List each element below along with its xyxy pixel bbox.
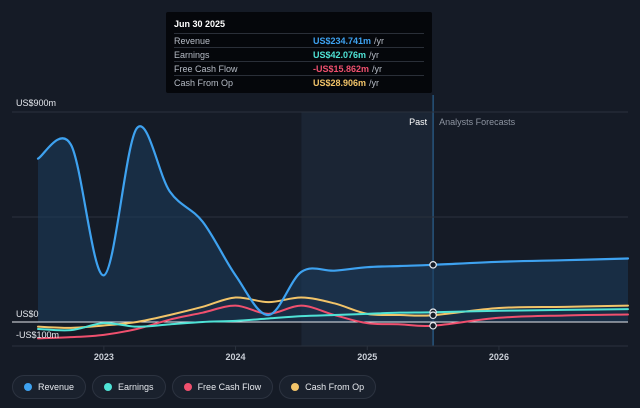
legend-dot-icon: [104, 383, 113, 391]
series-line-revenue: [36, 125, 630, 317]
tooltip-row-unit: /yr: [369, 77, 380, 88]
legend-label: Free Cash Flow: [197, 382, 262, 392]
legend-label: Cash From Op: [305, 382, 365, 392]
x-tick-label: 2025: [357, 352, 377, 362]
marker-revenue: [429, 261, 437, 269]
tooltip-row-value: US$234.741m: [313, 35, 372, 46]
x-tick-label: 2026: [489, 352, 509, 362]
legend-dot-icon: [24, 383, 32, 391]
tooltip-row-label: Free Cash Flow: [174, 63, 238, 74]
y-axis-label: US$0: [16, 309, 39, 319]
tooltip-row: Free Cash Flow -US$15.862m/yr: [174, 61, 424, 75]
y-axis-label: -US$100m: [16, 330, 59, 340]
revenue-area: [38, 126, 628, 322]
y-axis-label: US$900m: [16, 98, 56, 108]
tooltip-row: Cash From Op US$28.906m/yr: [174, 75, 424, 89]
tooltip-row-label: Cash From Op: [174, 77, 234, 88]
marker-cash-from-op: [429, 311, 437, 320]
legend-item-cash-from-op[interactable]: Cash From Op: [279, 375, 377, 399]
x-tick-label: 2023: [94, 352, 114, 362]
forecast-label: Analysts Forecasts: [439, 117, 516, 127]
tooltip-row-value: US$28.906m: [313, 77, 367, 88]
tooltip-rows: Revenue US$234.741m/yr Earnings US$42.076m /…: [174, 33, 424, 89]
legend-dot-icon: [291, 383, 300, 391]
legend-item-free-cash-flow[interactable]: Free Cash Flow: [171, 375, 274, 399]
tooltip-row-label: Revenue: [174, 35, 211, 46]
legend-label: Earnings: [118, 382, 154, 392]
series-line-earnings: [37, 308, 629, 332]
series-line-free-cash-flow: [37, 304, 629, 340]
tooltip-date: Jun 30 2025: [174, 19, 226, 29]
tooltip-row-value: -US$15.862m: [313, 63, 370, 74]
legend-item-revenue[interactable]: Revenue: [12, 375, 87, 399]
tooltip-row: Revenue US$234.741m/yr: [174, 33, 424, 47]
tooltip-row-unit: /yr: [372, 63, 383, 74]
tooltip-row-unit: /yr: [369, 49, 380, 60]
tooltip-row-value: US$42.076m: [313, 49, 367, 60]
tooltip-row-label: Earnings: [174, 49, 210, 60]
tooltip-row-unit: /yr: [374, 35, 385, 46]
hover-tooltip: Jun 30 2025 Revenue US$234.741m/yr Earning…: [166, 12, 432, 93]
legend-dot-icon: [183, 383, 192, 391]
x-tick-label: 2024: [226, 352, 246, 362]
chart-legend: Revenue Earnings Free Cash Flow Cash From O…: [12, 375, 377, 399]
past-label: Past: [409, 117, 428, 127]
marker-free-cash-flow: [429, 321, 437, 330]
legend-item-earnings[interactable]: Earnings: [92, 375, 166, 399]
tooltip-row: Earnings US$42.076m/yr: [174, 47, 424, 61]
legend-label: Revenue: [38, 382, 75, 392]
